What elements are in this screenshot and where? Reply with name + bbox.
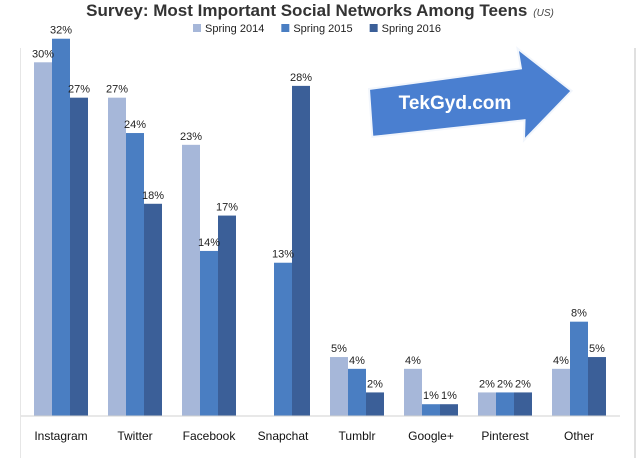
category-label: Google+ — [408, 429, 454, 443]
bar — [52, 38, 70, 416]
arrow-shape — [367, 46, 574, 143]
data-label: 32% — [50, 25, 72, 37]
legend: Spring 2014 Spring 2015 Spring 2016 — [193, 23, 441, 35]
data-label: 2% — [367, 378, 383, 390]
legend-swatch — [193, 24, 201, 32]
data-label: 13% — [272, 249, 294, 261]
bar — [144, 203, 162, 416]
bar — [34, 62, 52, 417]
legend-swatch — [369, 24, 378, 32]
bar — [126, 133, 144, 417]
bar — [366, 392, 384, 416]
category-label: Instagram — [34, 429, 87, 443]
chart-title-text: Survey: Most Important Social Networks A… — [86, 1, 527, 20]
data-label: 18% — [142, 190, 164, 202]
chart-frame-right — [634, 48, 636, 458]
watermark-text: TekGyd.com — [399, 93, 512, 114]
data-label: 27% — [68, 84, 90, 96]
data-label: 27% — [106, 84, 128, 96]
data-label: 30% — [32, 48, 54, 60]
data-label: 1% — [423, 390, 439, 402]
data-label: 4% — [349, 355, 365, 367]
bar — [274, 262, 292, 416]
data-label: 4% — [553, 355, 569, 367]
bar — [108, 97, 126, 417]
legend-label: Spring 2016 — [382, 23, 441, 35]
bar — [478, 392, 496, 416]
data-label: 23% — [180, 131, 202, 143]
bar — [200, 250, 218, 416]
bar — [348, 368, 366, 416]
data-label: 5% — [589, 343, 605, 355]
data-label: 8% — [571, 308, 587, 320]
bar — [514, 392, 532, 416]
data-label: 1% — [441, 390, 457, 402]
bar — [218, 215, 236, 416]
data-label: 2% — [497, 378, 513, 390]
bars-group — [34, 38, 606, 417]
bar — [552, 368, 570, 416]
chart-subtitle-text: (US) — [533, 8, 554, 19]
watermark-arrow: TekGyd.com — [367, 46, 574, 143]
bar — [292, 85, 310, 416]
bar — [496, 392, 514, 416]
chart-frame-left — [20, 48, 21, 458]
bar — [440, 404, 458, 416]
data-label: 5% — [331, 343, 347, 355]
data-label: 24% — [124, 119, 146, 131]
legend-label: Spring 2014 — [205, 23, 264, 35]
category-label: Pinterest — [481, 429, 529, 443]
legend-label: Spring 2015 — [293, 23, 352, 35]
bar — [330, 357, 348, 416]
category-label: Snapchat — [258, 429, 309, 443]
data-label: 2% — [515, 378, 531, 390]
category-labels-group: Instagram Twitter Facebook Snapchat Tumblr Go… — [34, 429, 594, 443]
bar — [422, 404, 440, 416]
category-label: Facebook — [183, 429, 237, 443]
category-label: Other — [564, 429, 594, 443]
value-labels-group: 30%32%27% 27%24%18%23%14%17%13%28%5%4%2%4… — [32, 25, 605, 402]
bar — [70, 97, 88, 417]
legend-swatch — [281, 24, 290, 32]
data-label: 4% — [405, 355, 421, 367]
bar — [182, 144, 200, 416]
data-label: 2% — [479, 378, 495, 390]
data-label: 17% — [216, 202, 238, 214]
category-label: Tumblr — [339, 429, 376, 443]
data-label: 14% — [198, 237, 220, 249]
bar — [588, 357, 606, 416]
bar — [404, 368, 422, 416]
category-label: Twitter — [117, 429, 152, 443]
bar — [570, 321, 588, 416]
data-label: 28% — [290, 72, 312, 84]
chart-title: Survey: Most Important Social Networks A… — [86, 1, 554, 20]
